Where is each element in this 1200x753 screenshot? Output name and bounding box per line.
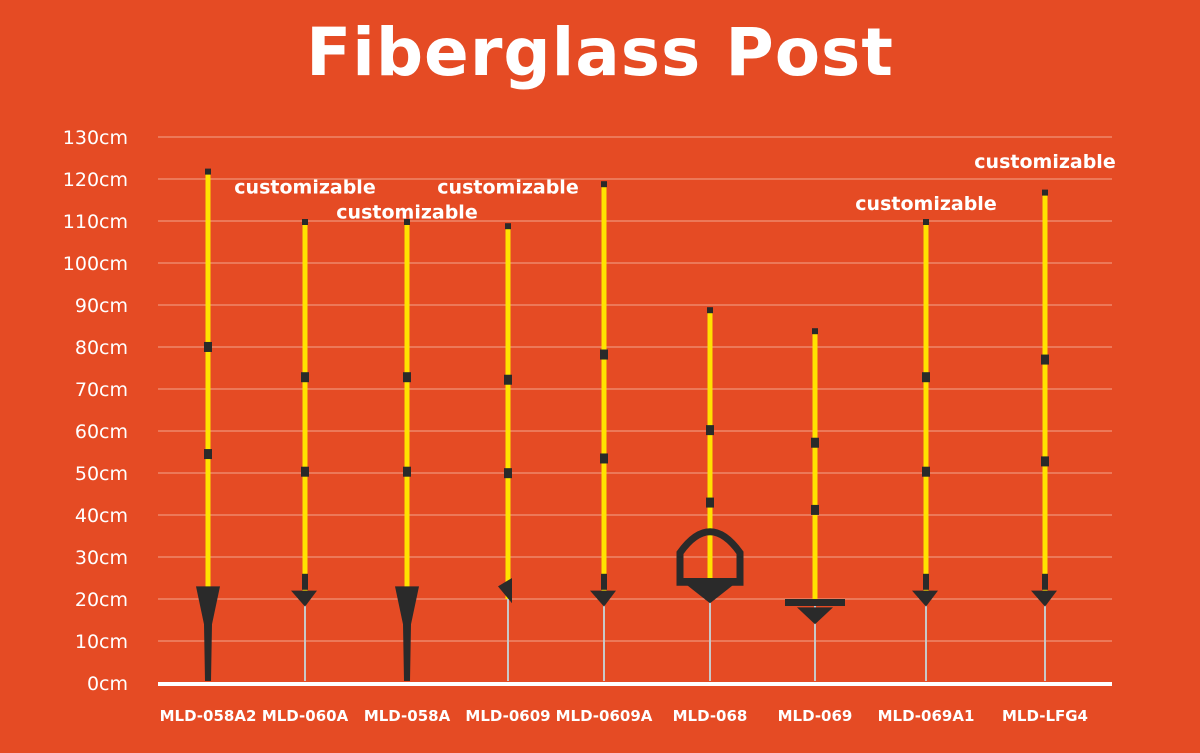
post-insulator	[600, 349, 608, 360]
post-cap	[505, 223, 511, 230]
post-cap	[1042, 189, 1048, 196]
y-tick-label: 50cm	[75, 463, 128, 485]
post-foot	[678, 578, 742, 604]
post-collar	[923, 573, 929, 590]
y-tick-label: 110cm	[63, 211, 128, 233]
post-bar	[1042, 191, 1048, 599]
post-bar	[205, 170, 211, 599]
post-collar	[1042, 573, 1048, 590]
post-bar	[707, 309, 713, 599]
post-bar	[404, 221, 410, 599]
post-foot	[912, 590, 938, 607]
x-tick-label: MLD-069A1	[878, 707, 975, 725]
post-foot	[196, 586, 220, 681]
post-cap	[404, 219, 410, 225]
annotation-customizable: customizable	[336, 202, 477, 224]
post-bar	[812, 330, 818, 599]
post-insulator	[922, 466, 930, 477]
x-tick-label: MLD-058A2	[160, 707, 257, 725]
y-tick-label: 60cm	[75, 421, 128, 443]
y-tick-label: 10cm	[75, 631, 128, 653]
annotation-customizable: customizable	[234, 176, 375, 198]
post-insulator	[504, 374, 512, 385]
x-tick-label: MLD-LFG4	[1002, 707, 1088, 725]
post-insulator	[922, 372, 930, 383]
post-foot	[1031, 590, 1057, 607]
post-handle	[676, 528, 744, 586]
y-tick-label: 130cm	[63, 127, 128, 149]
x-tick-label: MLD-058A	[364, 707, 451, 725]
post-bar	[302, 221, 308, 599]
post-insulator	[811, 437, 819, 448]
post-cap	[812, 328, 818, 335]
x-tick-label: MLD-068	[673, 707, 748, 725]
post-insulator	[403, 372, 411, 383]
post-foot	[291, 590, 317, 607]
post-collar	[601, 573, 607, 590]
post-foot	[498, 578, 512, 604]
y-tick-label: 70cm	[75, 379, 128, 401]
post-insulator	[403, 466, 411, 477]
post-cap	[205, 168, 211, 175]
post-bar	[923, 221, 929, 599]
y-tick-label: 120cm	[63, 169, 128, 191]
post-cap	[923, 219, 929, 225]
annotation-customizable: customizable	[974, 151, 1115, 173]
y-tick-label: 30cm	[75, 547, 128, 569]
post-foot-cone	[797, 607, 833, 625]
post-cap	[601, 181, 607, 188]
post-insulator	[1041, 354, 1049, 365]
y-tick-label: 0cm	[87, 673, 128, 695]
post-cap	[302, 219, 308, 225]
post-foot	[785, 599, 845, 606]
y-tick-label: 90cm	[75, 295, 128, 317]
post-cap	[707, 307, 713, 314]
x-tick-label: MLD-0609A	[556, 707, 653, 725]
post-insulator	[204, 449, 212, 460]
post-insulator	[504, 468, 512, 479]
post-collar	[302, 573, 308, 590]
post-bar	[505, 225, 511, 599]
post-insulator	[301, 372, 309, 383]
post-insulator	[600, 453, 608, 464]
post-insulator	[1041, 456, 1049, 467]
post-insulator	[706, 425, 714, 436]
y-tick-label: 80cm	[75, 337, 128, 359]
post-insulator	[811, 504, 819, 515]
y-tick-label: 100cm	[63, 253, 128, 275]
post-bar	[601, 183, 607, 599]
x-tick-label: MLD-060A	[262, 707, 349, 725]
post-insulator	[301, 466, 309, 477]
post-insulator	[204, 341, 212, 352]
post-foot	[395, 586, 419, 681]
annotation-customizable: customizable	[855, 193, 996, 215]
post-insulator	[706, 497, 714, 508]
y-tick-label: 20cm	[75, 589, 128, 611]
annotation-customizable: customizable	[437, 176, 578, 198]
y-tick-label: 40cm	[75, 505, 128, 527]
post-foot	[590, 590, 616, 607]
chart-title: Fiberglass Post	[306, 14, 894, 91]
x-tick-label: MLD-0609	[465, 707, 550, 725]
x-tick-label: MLD-069	[778, 707, 853, 725]
